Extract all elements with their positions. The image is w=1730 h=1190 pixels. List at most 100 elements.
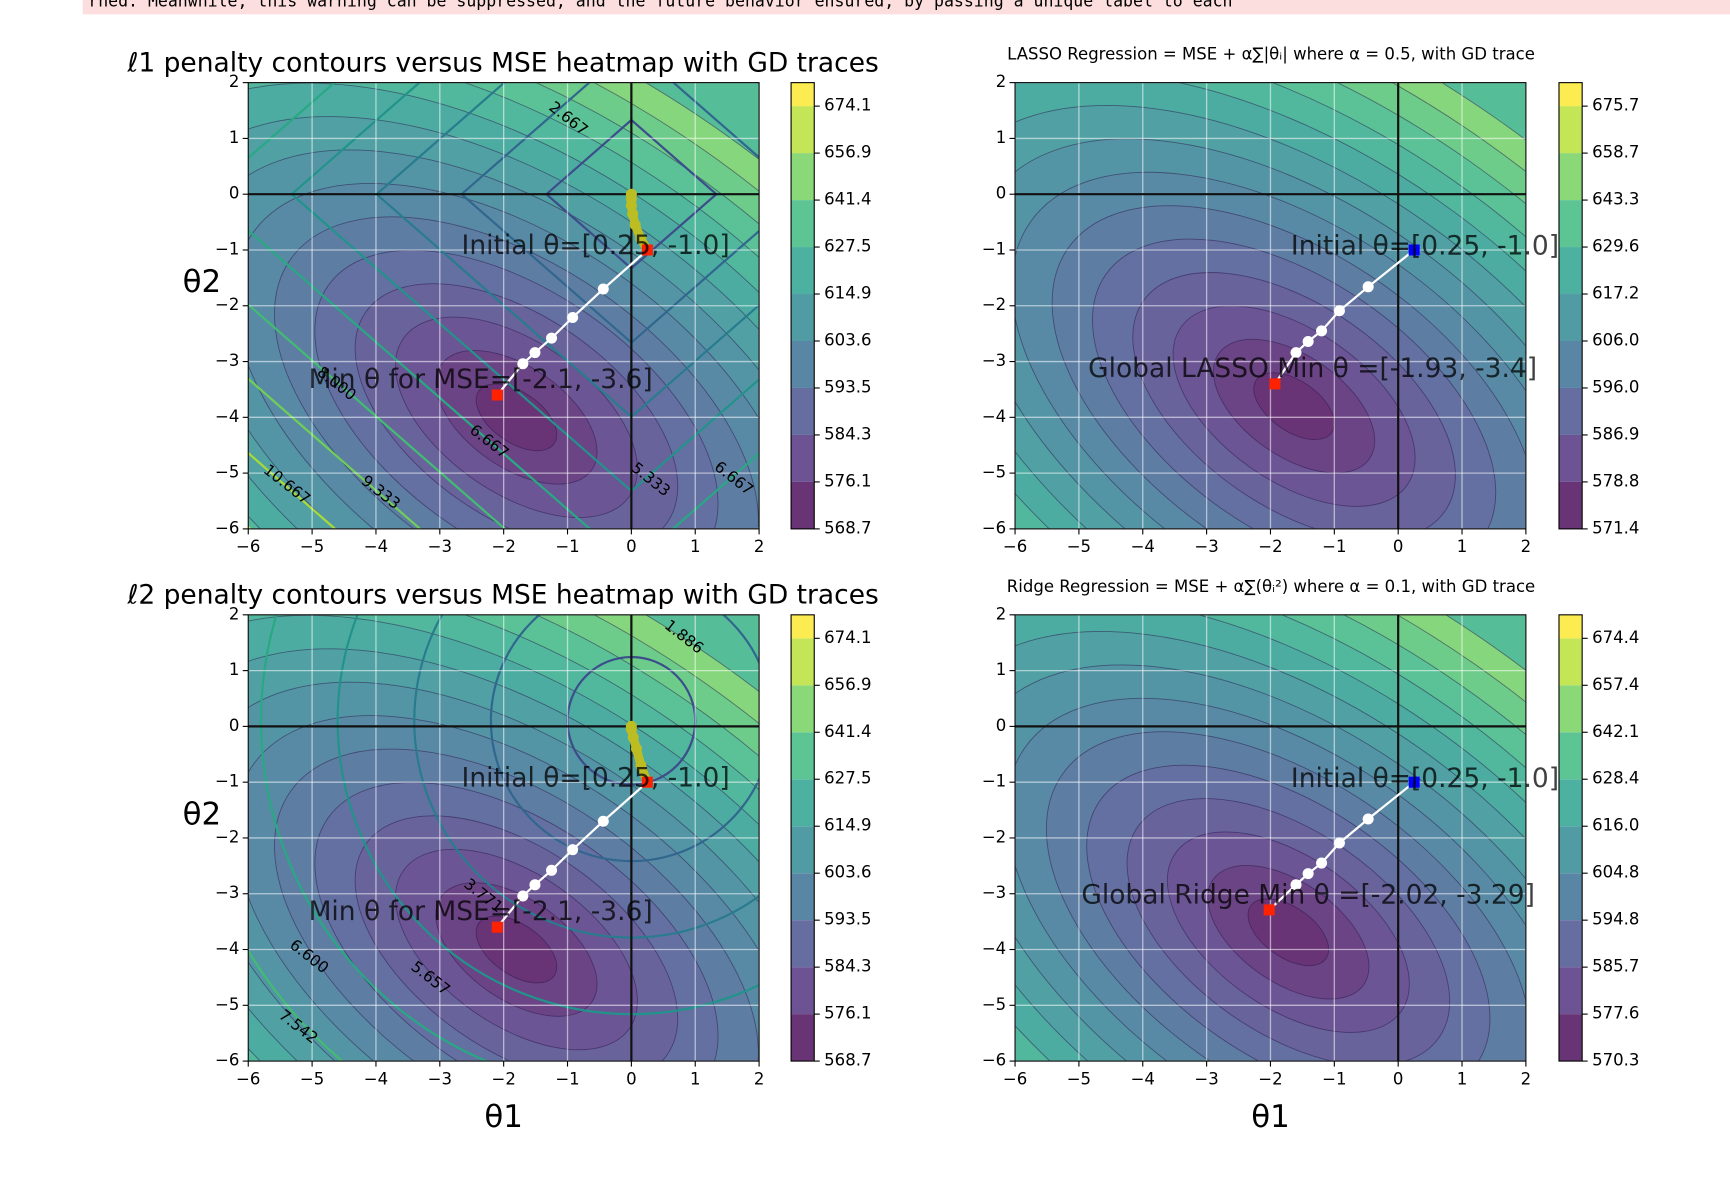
colorbar-band bbox=[791, 1014, 815, 1062]
colorbar-tick-label: 675.7 bbox=[1592, 96, 1639, 115]
y-tick-label: 0 bbox=[996, 716, 1007, 735]
colorbar-band bbox=[1558, 732, 1583, 780]
trace-point bbox=[517, 358, 529, 370]
trace-point bbox=[517, 890, 529, 902]
colorbar-band bbox=[791, 873, 815, 921]
axes-frame bbox=[1014, 614, 1527, 1062]
x-tick-label: −6 bbox=[236, 1069, 260, 1088]
y-tick-label: −3 bbox=[982, 351, 1006, 370]
y-tick-label: 2 bbox=[996, 72, 1007, 91]
y-tick-label: −6 bbox=[215, 518, 239, 537]
colorbar-band bbox=[791, 387, 815, 435]
colorbar-tick-label: 594.8 bbox=[1592, 910, 1639, 929]
y-tick-label: −6 bbox=[982, 1051, 1006, 1070]
x-tick-label: 2 bbox=[754, 537, 765, 556]
colorbar-tick-label: 658.7 bbox=[1592, 143, 1639, 162]
colorbar-tick-label: 643.3 bbox=[1592, 190, 1639, 209]
axes-frame bbox=[1014, 82, 1527, 530]
trace2-point bbox=[625, 188, 637, 200]
trace2-point bbox=[629, 219, 641, 231]
min-marker bbox=[491, 921, 503, 933]
y-tick-label: −3 bbox=[215, 883, 239, 902]
y-tick-label: 1 bbox=[996, 660, 1007, 679]
colorbar-tick-label: 596.0 bbox=[1592, 377, 1639, 396]
colorbar-tick-label: 656.9 bbox=[824, 143, 871, 162]
y-tick-label: −2 bbox=[982, 827, 1006, 846]
colorbar-band bbox=[791, 826, 815, 874]
x-tick-label: 0 bbox=[626, 537, 637, 556]
colorbar-band bbox=[791, 614, 815, 639]
y-tick-label: −2 bbox=[982, 295, 1006, 314]
colorbar-tick-label: 641.4 bbox=[824, 190, 871, 209]
x-tick-label: −4 bbox=[364, 1069, 388, 1088]
colorbar-tick-label: 641.4 bbox=[824, 722, 871, 741]
y-tick-label: −6 bbox=[982, 518, 1006, 537]
y-tick-label: 1 bbox=[996, 128, 1007, 147]
colorbar-band bbox=[791, 294, 815, 341]
colorbar-tick-label: 604.8 bbox=[1592, 863, 1639, 882]
colorbar-band bbox=[791, 153, 815, 201]
x-tick-label: −1 bbox=[555, 537, 579, 556]
colorbar-band bbox=[791, 82, 815, 107]
axes-frame bbox=[247, 614, 760, 1062]
colorbar-band bbox=[791, 638, 815, 686]
colorbar-band bbox=[791, 200, 815, 248]
x-tick-label: −2 bbox=[491, 1069, 515, 1088]
y-tick-label: 1 bbox=[229, 660, 240, 679]
heatmap-band bbox=[1253, 372, 1335, 441]
colorbar-band bbox=[1558, 340, 1583, 388]
colorbar-band bbox=[1558, 247, 1583, 295]
colorbar-band bbox=[791, 247, 815, 295]
annotation: Global LASSO Min θ =[-1.93, -3.4] bbox=[1088, 353, 1537, 384]
plot-area bbox=[1015, 614, 1526, 1062]
colorbar-tick-label: 642.1 bbox=[1592, 722, 1639, 741]
warning-bar bbox=[82, 0, 1730, 15]
x-tick-label: −5 bbox=[1067, 1069, 1091, 1088]
x-tick-label: 2 bbox=[1521, 537, 1532, 556]
y-tick-label: −1 bbox=[215, 772, 239, 791]
subplot-title: ℓ2 penalty contours versus MSE heatmap w… bbox=[126, 580, 878, 611]
trace-point bbox=[1290, 879, 1302, 891]
trace-point bbox=[1302, 868, 1314, 880]
colorbar-band bbox=[1558, 826, 1583, 874]
start-marker bbox=[641, 244, 653, 256]
y-tick-label: −5 bbox=[982, 995, 1006, 1014]
subplot-title: ℓ1 penalty contours versus MSE heatmap w… bbox=[126, 47, 878, 78]
colorbar-band bbox=[791, 481, 815, 529]
y-tick-label: 1 bbox=[229, 128, 240, 147]
trace2-point bbox=[627, 208, 639, 220]
colorbar-band bbox=[1558, 106, 1583, 154]
trace-point bbox=[1333, 305, 1345, 317]
x-tick-label: 1 bbox=[1457, 1069, 1468, 1088]
y-axis-label: θ2 bbox=[183, 796, 222, 832]
y-tick-label: −5 bbox=[215, 995, 239, 1014]
colorbar-tick-label: 617.2 bbox=[1592, 284, 1639, 303]
x-tick-label: 1 bbox=[690, 1069, 701, 1088]
y-axis-label: θ2 bbox=[183, 264, 222, 300]
y-tick-label: −2 bbox=[215, 827, 239, 846]
colorbar-tick-label: 603.6 bbox=[824, 863, 871, 882]
trace2-point bbox=[630, 743, 642, 755]
colorbar-band bbox=[1558, 638, 1583, 686]
colorbar-band bbox=[1558, 387, 1583, 435]
colorbar-band bbox=[791, 434, 815, 482]
colorbar-band bbox=[1558, 434, 1583, 482]
colorbar-band bbox=[791, 732, 815, 780]
y-tick-label: −5 bbox=[982, 463, 1006, 482]
colorbar-band bbox=[1558, 779, 1583, 827]
trace2-point bbox=[635, 759, 647, 771]
colorbar-frame bbox=[790, 82, 815, 530]
start-marker bbox=[1408, 244, 1420, 256]
x-tick-label: 0 bbox=[1393, 1069, 1404, 1088]
colorbar-frame bbox=[790, 614, 815, 1062]
start-marker bbox=[1408, 776, 1420, 788]
y-tick-label: 0 bbox=[229, 184, 240, 203]
x-tick-label: −4 bbox=[364, 537, 388, 556]
colorbar-tick-label: 657.4 bbox=[1592, 675, 1639, 694]
colorbar-tick-label: 606.0 bbox=[1592, 331, 1639, 350]
colorbar-band bbox=[1558, 685, 1583, 733]
colorbar-band bbox=[1558, 82, 1583, 107]
